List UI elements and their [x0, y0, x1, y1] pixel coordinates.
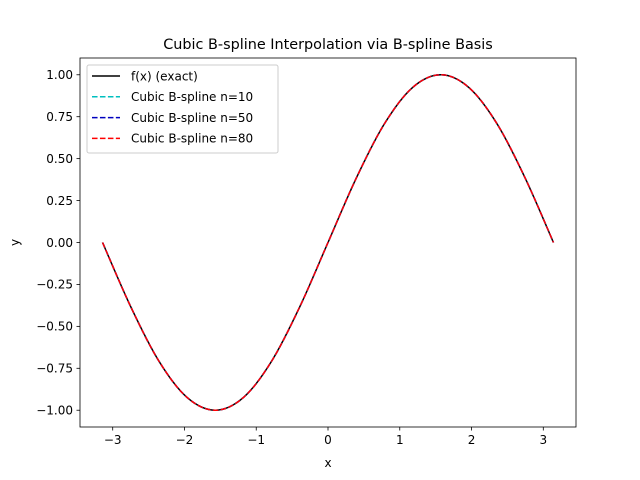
legend-label-3: Cubic B-spline n=80	[131, 132, 253, 146]
legend-label-0: f(x) (exact)	[131, 69, 198, 83]
y-axis: −1.00 −0.75 −0.50 −0.25 0.00 0.25 0.50 0.75 1.00	[36, 68, 80, 418]
x-tick-label: 3	[539, 433, 547, 447]
y-tick-label: 0.75	[46, 110, 73, 124]
x-tick-label: 2	[468, 433, 476, 447]
y-tick-label: −0.75	[36, 362, 73, 376]
x-axis: −3 −2 −1 0 1 2 3	[104, 427, 547, 447]
series-line-3	[101, 74, 555, 411]
y-tick-label: 0.25	[46, 194, 73, 208]
x-tick-label: −3	[104, 433, 122, 447]
x-tick-label: −1	[247, 433, 265, 447]
legend: f(x) (exact) Cubic B-spline n=10 Cubic B-s…	[86, 64, 279, 154]
legend-label-2: Cubic B-spline n=50	[131, 111, 253, 125]
y-tick-label: 1.00	[46, 68, 73, 82]
legend-label-1: Cubic B-spline n=10	[131, 90, 253, 104]
x-tick-label: 0	[324, 433, 332, 447]
y-tick-label: −0.25	[36, 278, 73, 292]
chart-title: Cubic B-spline Interpolation via B-splin…	[163, 37, 493, 53]
y-tick-label: 0.00	[46, 236, 73, 250]
y-tick-label: −0.50	[36, 320, 73, 334]
y-tick-label: 0.50	[46, 152, 73, 166]
y-tick-label: −1.00	[36, 404, 73, 418]
x-axis-label: x	[324, 456, 331, 470]
x-tick-label: 1	[396, 433, 404, 447]
legend-frame	[86, 64, 279, 154]
series-layer	[101, 74, 555, 411]
y-axis-label: y	[8, 239, 22, 246]
x-tick-label: −2	[176, 433, 194, 447]
